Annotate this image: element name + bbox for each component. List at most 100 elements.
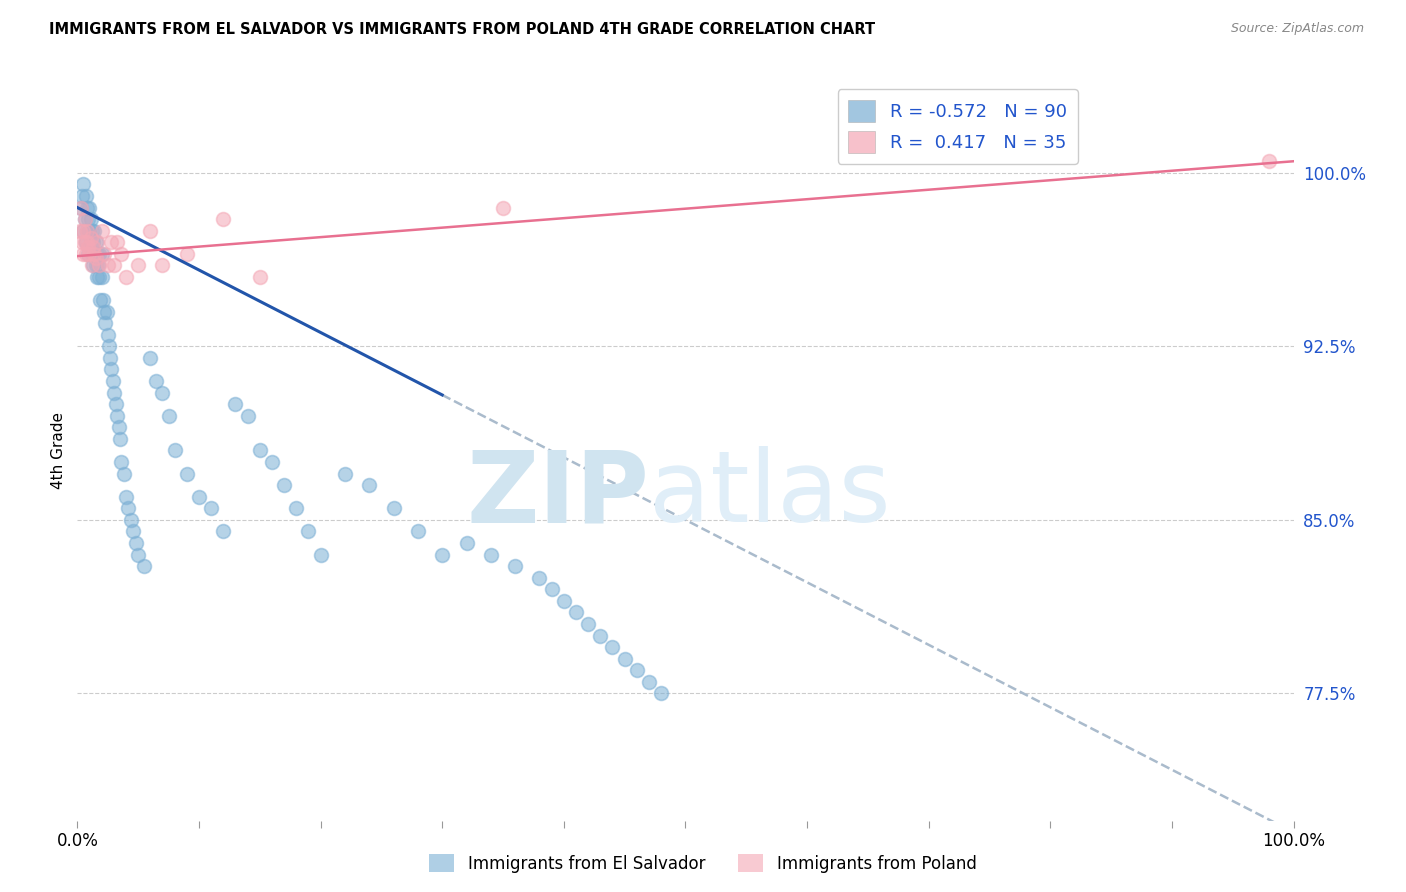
Point [90,269,112,284]
Point [112,467,135,481]
Point [70,201,93,215]
Point [115,490,138,504]
Point [90,224,112,238]
Point [82,259,104,273]
Point [76,224,98,238]
Text: ZIP: ZIP [465,446,650,543]
Point [359,478,381,492]
Point [70,201,93,215]
Point [100,362,122,376]
Point [97,339,120,353]
Point [503,559,526,574]
Point [70,189,93,203]
Point [110,455,132,469]
Point [89,259,111,273]
Point [80,224,103,238]
Point [87,259,110,273]
Point [76,235,98,250]
Point [127,548,149,562]
Point [72,178,94,192]
Point [100,235,122,250]
Point [139,224,162,238]
Point [163,443,186,458]
Text: atlas: atlas [650,446,890,543]
Legend: Immigrants from El Salvador, Immigrants from Poland: Immigrants from El Salvador, Immigrants … [423,847,983,880]
Point [139,351,162,365]
Point [75,189,97,203]
Point [84,252,107,266]
Point [117,501,139,516]
Point [309,548,332,562]
Point [613,651,636,665]
Point [69,224,91,238]
Point [176,247,198,261]
Point [249,269,271,284]
Point [602,640,624,654]
Point [80,212,103,227]
Point [200,501,222,516]
Point [72,224,94,238]
Point [70,235,93,250]
Point [97,327,120,342]
Point [80,235,103,250]
Point [297,524,319,539]
Point [80,259,103,273]
Point [456,536,478,550]
Point [76,224,98,238]
Point [103,385,125,400]
Point [236,409,259,423]
Point [406,524,429,539]
Point [145,374,167,388]
Point [430,548,453,562]
Legend: R = -0.572   N = 90, R =  0.417   N = 35: R = -0.572 N = 90, R = 0.417 N = 35 [838,89,1078,164]
Point [98,351,121,365]
Text: IMMIGRANTS FROM EL SALVADOR VS IMMIGRANTS FROM POLAND 4TH GRADE CORRELATION CHAR: IMMIGRANTS FROM EL SALVADOR VS IMMIGRANT… [49,22,876,37]
Point [224,397,246,411]
Point [492,201,515,215]
Point [89,269,111,284]
Point [152,259,174,273]
Point [75,235,97,250]
Point [529,571,551,585]
Point [93,247,115,261]
Point [134,559,156,574]
Y-axis label: 4th Grade: 4th Grade [51,412,66,489]
Point [86,247,108,261]
Point [80,230,103,244]
Point [84,259,107,273]
Point [73,212,96,227]
Point [77,247,100,261]
Point [127,259,149,273]
Point [91,293,114,307]
Point [79,224,101,238]
Point [589,629,612,643]
Point [1258,154,1281,169]
Point [565,606,588,620]
Point [273,478,295,492]
Point [86,269,108,284]
Point [89,247,111,261]
Point [82,235,104,250]
Text: Source: ZipAtlas.com: Source: ZipAtlas.com [1230,22,1364,36]
Point [83,247,105,261]
Point [285,501,308,516]
Point [75,247,97,261]
Point [77,240,100,254]
Point [122,524,145,539]
Point [107,409,129,423]
Point [79,247,101,261]
Point [188,490,211,504]
Point [212,212,235,227]
Point [76,201,98,215]
Point [333,467,356,481]
Point [79,201,101,215]
Point [103,259,125,273]
Point [89,293,111,307]
Point [553,594,575,608]
Point [249,443,271,458]
Point [479,548,502,562]
Point [626,663,648,677]
Point [94,316,117,330]
Point [638,674,661,689]
Point [125,536,148,550]
